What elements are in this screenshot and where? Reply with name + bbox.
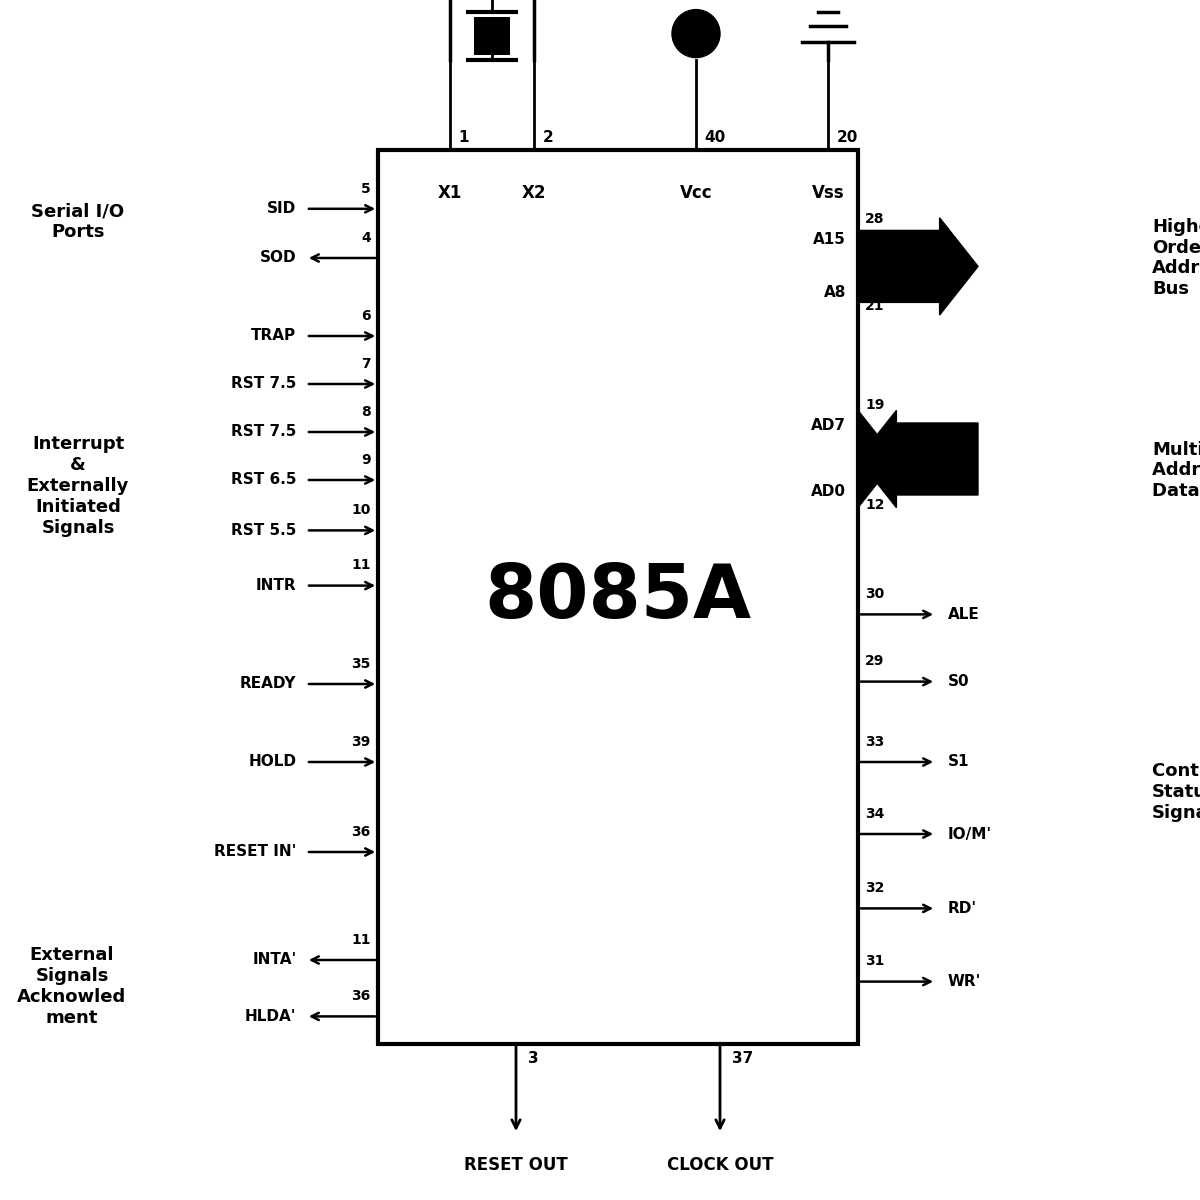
Text: 33: 33 bbox=[865, 734, 884, 749]
Text: 29: 29 bbox=[865, 654, 884, 668]
Text: IO/M': IO/M' bbox=[948, 827, 992, 841]
Text: S1: S1 bbox=[948, 755, 970, 769]
Text: INTA': INTA' bbox=[252, 953, 296, 967]
FancyArrow shape bbox=[858, 410, 978, 508]
FancyArrow shape bbox=[858, 410, 896, 508]
Text: External
Signals
Acknowled
ment: External Signals Acknowled ment bbox=[17, 946, 127, 1026]
Text: 21: 21 bbox=[865, 299, 884, 313]
Text: RESET IN': RESET IN' bbox=[214, 845, 296, 859]
Text: RST 5.5: RST 5.5 bbox=[232, 523, 296, 538]
Text: 12: 12 bbox=[865, 498, 884, 512]
Text: READY: READY bbox=[240, 677, 296, 691]
Text: SID: SID bbox=[268, 202, 296, 216]
Text: Multiplexed
Address &
Data Bus: Multiplexed Address & Data Bus bbox=[1152, 440, 1200, 500]
Text: SOD: SOD bbox=[259, 251, 296, 265]
Text: A15: A15 bbox=[814, 233, 846, 247]
Text: 11: 11 bbox=[352, 558, 371, 572]
Text: 3: 3 bbox=[528, 1051, 539, 1066]
Text: AD0: AD0 bbox=[811, 485, 846, 499]
Text: 10: 10 bbox=[352, 503, 371, 517]
Text: 11: 11 bbox=[352, 932, 371, 947]
Text: 8085A: 8085A bbox=[485, 560, 751, 634]
Text: HLDA': HLDA' bbox=[245, 1009, 296, 1024]
Text: 1: 1 bbox=[458, 130, 469, 145]
Text: 36: 36 bbox=[352, 824, 371, 839]
Text: 4: 4 bbox=[361, 230, 371, 245]
Text: 32: 32 bbox=[865, 881, 884, 895]
Text: 34: 34 bbox=[865, 806, 884, 821]
Text: Vcc: Vcc bbox=[679, 184, 713, 202]
Circle shape bbox=[672, 10, 720, 58]
Text: Interrupt
&
Externally
Initiated
Signals: Interrupt & Externally Initiated Signals bbox=[26, 436, 130, 536]
Text: INTR: INTR bbox=[256, 578, 296, 593]
Text: RST 7.5: RST 7.5 bbox=[232, 425, 296, 439]
Text: X1: X1 bbox=[438, 184, 462, 202]
Bar bbox=[378, 150, 858, 1044]
Text: 2: 2 bbox=[542, 130, 553, 145]
Text: 5: 5 bbox=[361, 181, 371, 196]
Text: Control &
Status
Signals: Control & Status Signals bbox=[1152, 762, 1200, 822]
Text: 6: 6 bbox=[361, 308, 371, 323]
Text: TRAP: TRAP bbox=[251, 329, 296, 343]
Text: 9: 9 bbox=[361, 452, 371, 467]
Text: HOLD: HOLD bbox=[248, 755, 296, 769]
Text: X2: X2 bbox=[522, 184, 546, 202]
Text: 31: 31 bbox=[865, 954, 884, 968]
Text: CLOCK OUT: CLOCK OUT bbox=[667, 1156, 773, 1174]
Text: RST 6.5: RST 6.5 bbox=[230, 473, 296, 487]
Text: RD': RD' bbox=[948, 901, 977, 916]
Text: RESET OUT: RESET OUT bbox=[464, 1156, 568, 1174]
Text: 20: 20 bbox=[836, 130, 858, 145]
FancyArrow shape bbox=[858, 217, 978, 314]
Text: Higher
Order
Address
Bus: Higher Order Address Bus bbox=[1152, 217, 1200, 298]
Text: Serial I/O
Ports: Serial I/O Ports bbox=[31, 203, 125, 241]
Text: 35: 35 bbox=[352, 656, 371, 671]
Text: 28: 28 bbox=[865, 211, 884, 226]
Text: ALE: ALE bbox=[948, 607, 979, 622]
Text: RST 7.5: RST 7.5 bbox=[232, 377, 296, 391]
Text: 30: 30 bbox=[865, 587, 884, 601]
Text: 36: 36 bbox=[352, 989, 371, 1003]
Text: S0: S0 bbox=[948, 674, 970, 689]
Text: 37: 37 bbox=[732, 1051, 754, 1066]
Text: 8: 8 bbox=[361, 404, 371, 419]
Bar bbox=[474, 17, 510, 55]
Text: Vss: Vss bbox=[811, 184, 845, 202]
Text: 40: 40 bbox=[704, 130, 726, 145]
Text: 7: 7 bbox=[361, 356, 371, 371]
Text: 19: 19 bbox=[865, 397, 884, 412]
Text: WR': WR' bbox=[948, 974, 982, 989]
Text: AD7: AD7 bbox=[811, 419, 846, 433]
Text: A8: A8 bbox=[823, 286, 846, 300]
Text: 39: 39 bbox=[352, 734, 371, 749]
Text: GenXTechy: GenXTechy bbox=[427, 572, 804, 632]
